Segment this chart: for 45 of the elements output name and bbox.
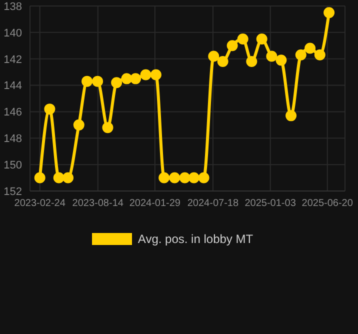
y-tick-label: 146	[4, 106, 22, 119]
point	[237, 34, 248, 45]
point	[150, 69, 162, 80]
legend-label: Avg. pos. in lobby MT	[138, 232, 254, 246]
point	[179, 172, 190, 184]
y-tick-label: 138	[4, 0, 22, 13]
point	[82, 76, 93, 87]
y-tick-label: 142	[4, 54, 22, 66]
x-tick-label: 2025-01-03	[244, 198, 296, 210]
point	[324, 7, 335, 18]
point	[286, 110, 297, 122]
point	[295, 49, 306, 60]
point	[208, 50, 220, 62]
x-tick-label: 2024-01-29	[129, 198, 181, 210]
point	[304, 42, 316, 54]
point	[158, 172, 170, 184]
point	[140, 69, 152, 80]
point	[62, 172, 74, 184]
point	[73, 119, 84, 130]
y-tick-label: 148	[4, 133, 22, 146]
x-tick-label: 2023-08-14	[72, 198, 124, 210]
x-tick-label: 2024-07-18	[187, 198, 239, 210]
point	[53, 172, 64, 184]
y-tick-label: 144	[4, 80, 22, 92]
y-tick-label: 150	[4, 159, 22, 172]
point	[102, 122, 114, 134]
point	[92, 76, 104, 87]
point	[188, 172, 200, 184]
point	[198, 172, 210, 184]
point	[276, 54, 287, 66]
y-tick-label: 152	[4, 186, 22, 198]
y-tick-label: 140	[4, 27, 22, 40]
x-tick-label: 2023-02-24	[14, 198, 66, 210]
point	[314, 49, 326, 60]
point	[34, 172, 46, 184]
point	[44, 104, 56, 115]
point	[217, 56, 228, 67]
point	[266, 50, 278, 62]
point	[169, 172, 180, 184]
point	[130, 73, 142, 84]
point	[256, 34, 268, 45]
point	[111, 77, 122, 88]
point	[246, 56, 258, 67]
point	[226, 40, 238, 52]
x-tick-label: 2025-06-20	[302, 198, 354, 210]
